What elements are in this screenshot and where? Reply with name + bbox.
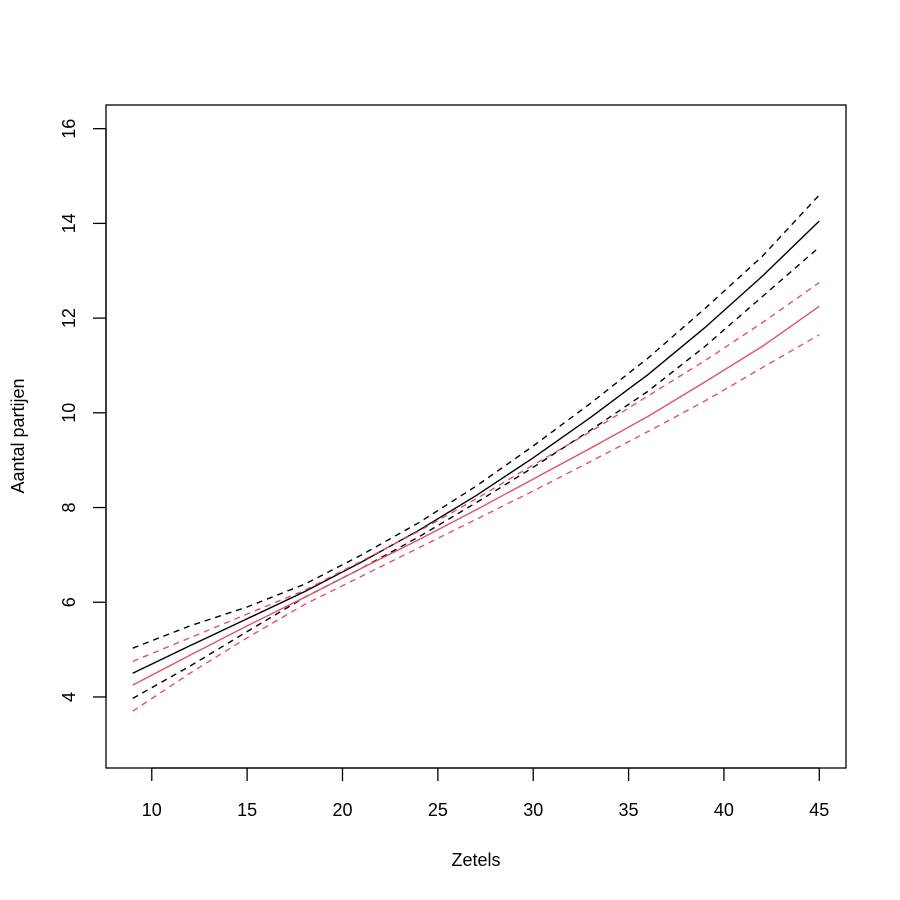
plot-frame (105, 104, 847, 769)
y-tick-label: 4 (59, 692, 79, 702)
x-axis: 10 15 20 25 30 35 40 45 (142, 767, 829, 820)
x-tick-label: 15 (237, 800, 257, 820)
series-line-4 (132, 305, 820, 686)
x-tick-label: 20 (332, 800, 352, 820)
x-tick-label: 35 (619, 800, 639, 820)
y-tick-label: 16 (59, 119, 79, 139)
x-tick-label: 45 (809, 800, 829, 820)
series-line-3 (132, 246, 820, 700)
series-layer (132, 194, 820, 712)
series-line-5 (132, 282, 820, 663)
y-axis-label: Aantal partijen (8, 378, 28, 493)
y-axis: 4 6 8 10 12 14 16 (59, 119, 107, 702)
series-line-1 (132, 220, 820, 674)
series-line-6 (132, 334, 820, 712)
x-tick-label: 40 (714, 800, 734, 820)
y-tick-label: 6 (59, 597, 79, 607)
y-tick-label: 10 (59, 403, 79, 423)
y-tick-label: 14 (59, 213, 79, 233)
y-tick-label: 8 (59, 502, 79, 512)
x-axis-label: Zetels (451, 850, 500, 870)
x-tick-label: 30 (523, 800, 543, 820)
y-tick-label: 12 (59, 308, 79, 328)
series-line-2 (132, 194, 820, 649)
x-tick-label: 25 (428, 800, 448, 820)
x-tick-label: 10 (142, 800, 162, 820)
